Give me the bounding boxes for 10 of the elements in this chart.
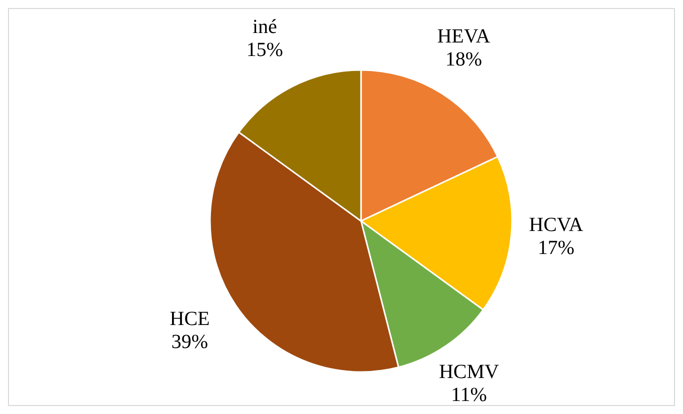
data-label: 15% <box>246 38 284 61</box>
data-label: 17% <box>538 236 574 259</box>
slice-label: iné <box>252 16 278 38</box>
slice-label: HEVA <box>437 25 491 48</box>
slice-label: HCVA <box>529 214 584 236</box>
data-label: 39% <box>171 330 208 353</box>
data-label: 11% <box>451 384 487 406</box>
slice-label: HCMV <box>438 361 500 384</box>
data-label: 18% <box>445 48 482 70</box>
slice-label: HCE <box>170 308 210 330</box>
